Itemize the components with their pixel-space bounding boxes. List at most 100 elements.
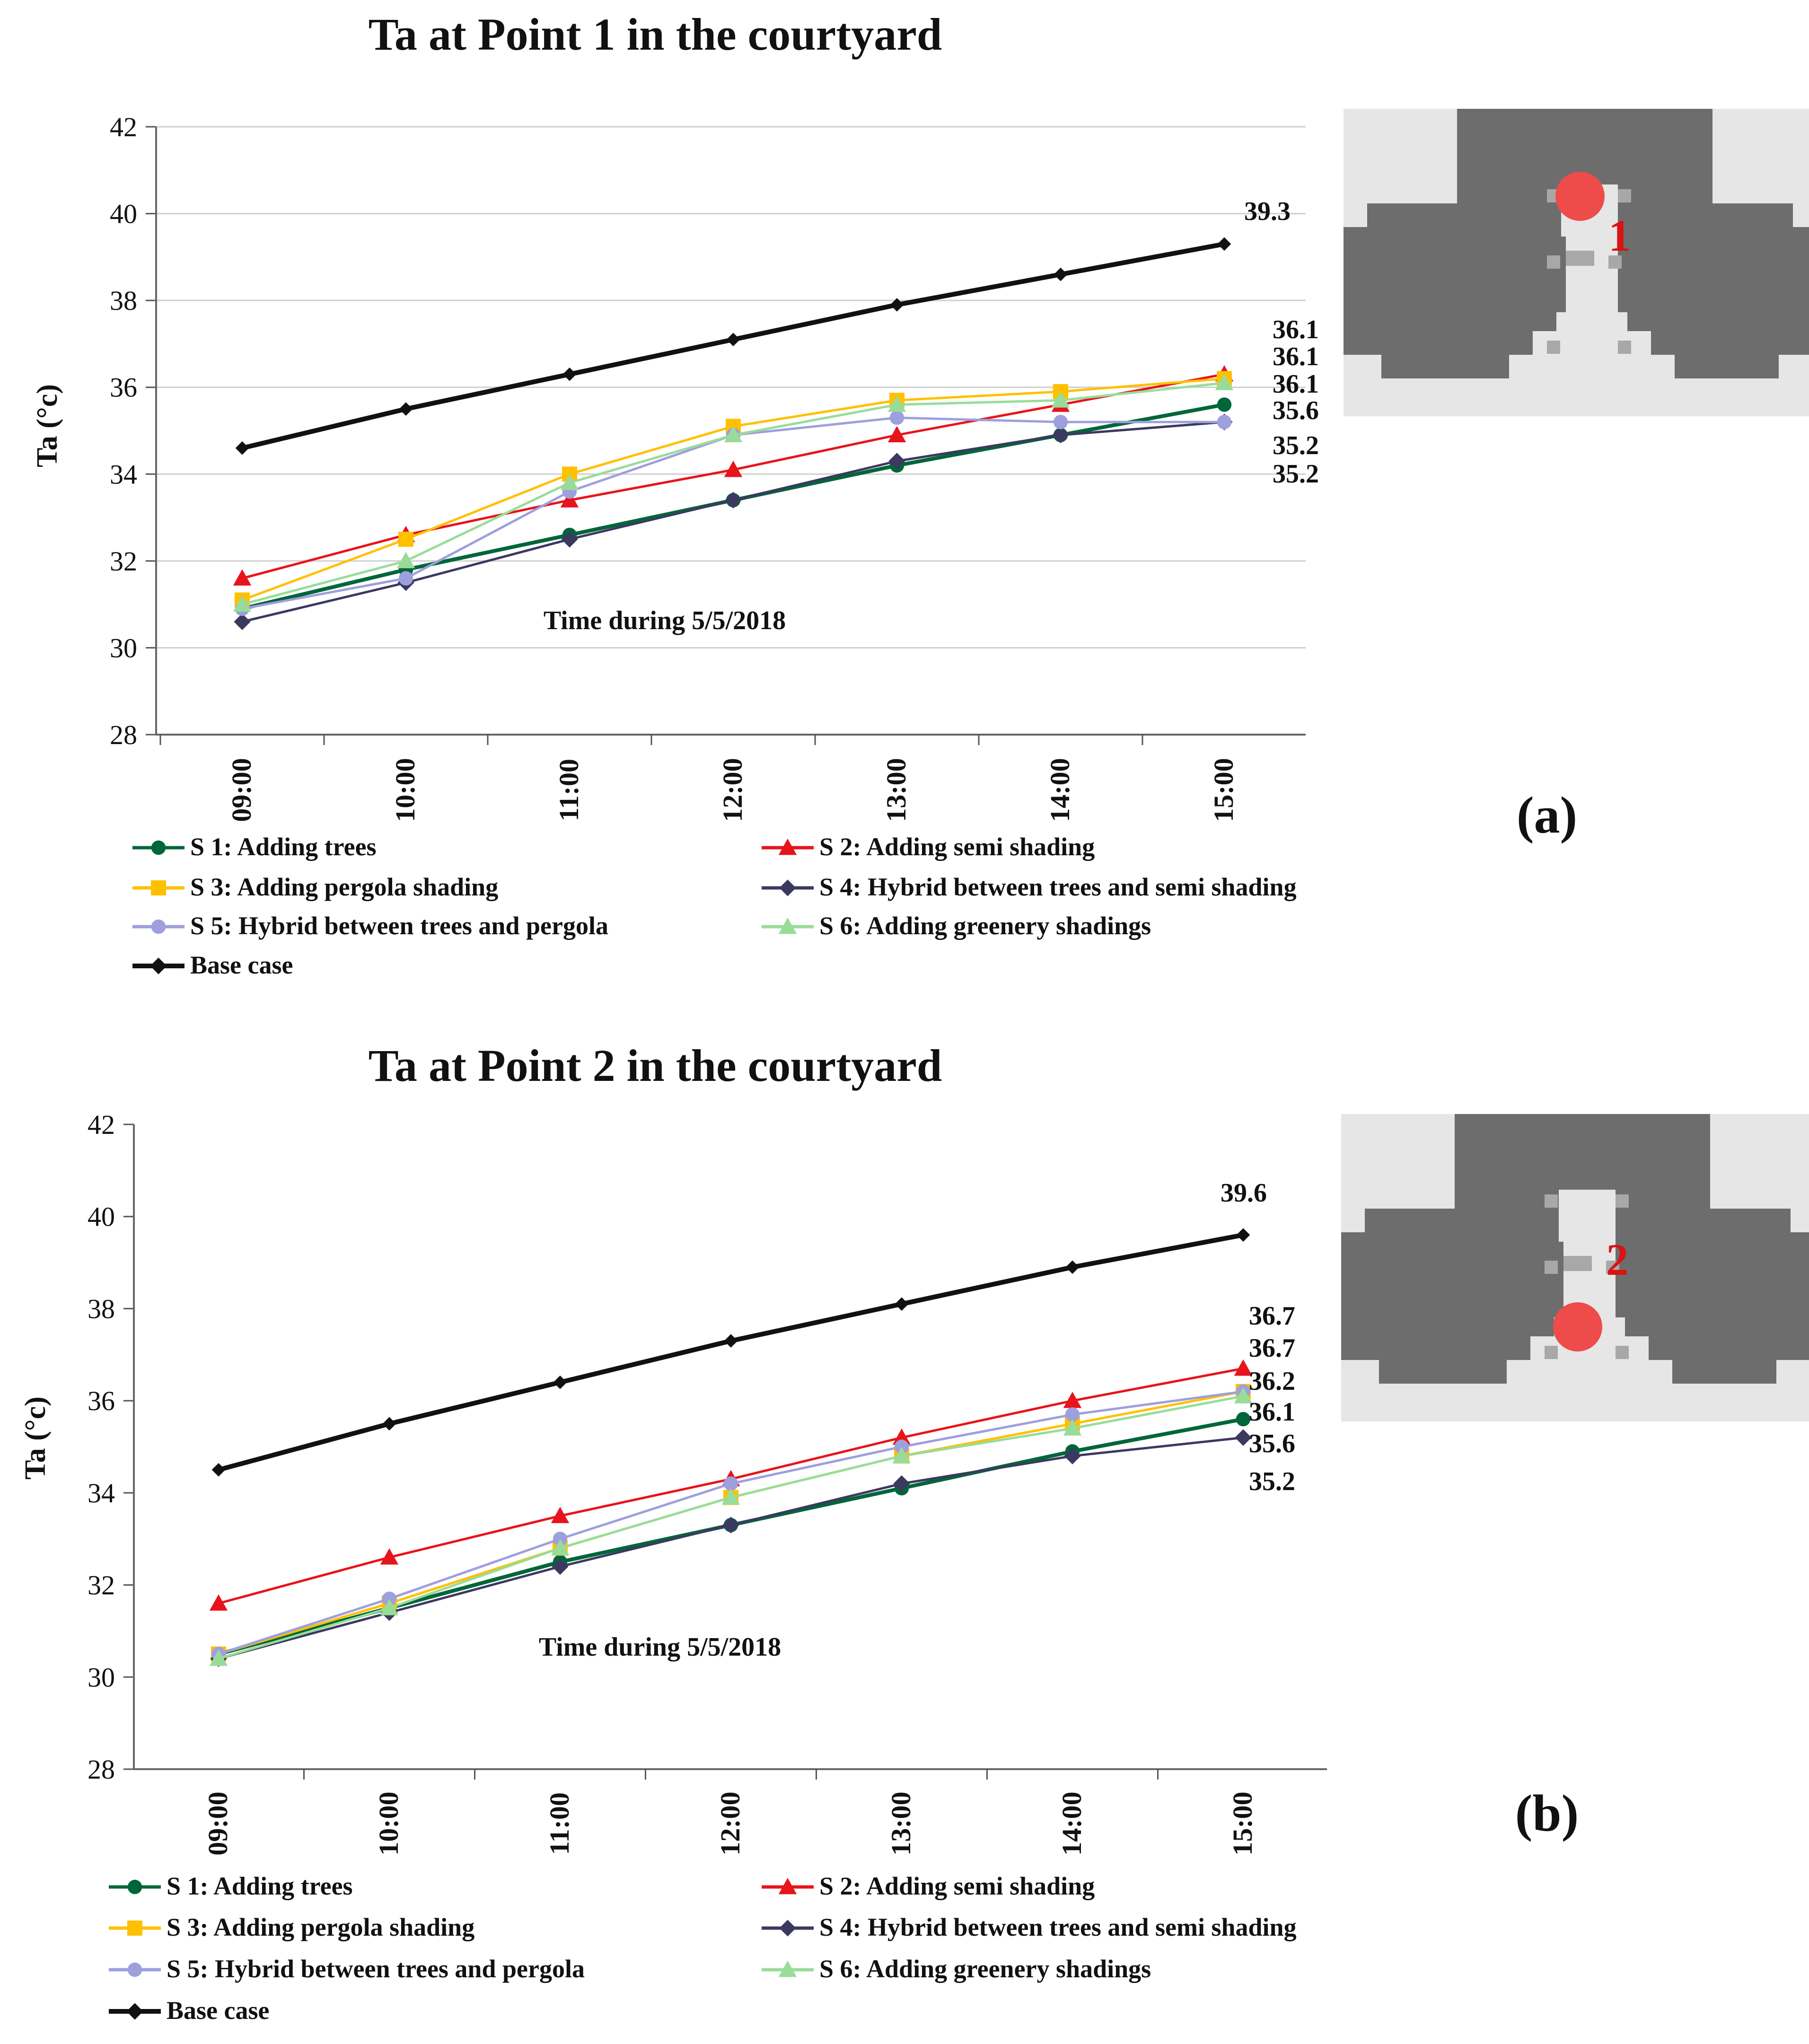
data-point-s3 <box>398 531 413 547</box>
legend-label: S 3: Adding pergola shading <box>190 873 498 901</box>
y-tick-label: 38 <box>88 1293 115 1324</box>
x-tick-label: 09:00 <box>202 1791 233 1855</box>
series-s6 <box>233 374 1234 612</box>
plan-column <box>1563 1256 1592 1271</box>
y-axis-label: Ta (°c) <box>19 1396 52 1480</box>
data-point-s4 <box>1235 1429 1252 1446</box>
data-point-s6 <box>396 552 415 569</box>
data-point-s5 <box>398 571 413 586</box>
end-value-label: 35.6 <box>1249 1429 1295 1458</box>
y-tick-label: 36 <box>110 372 137 403</box>
y-tick-label: 34 <box>110 459 137 490</box>
legend-label: S 6: Adding greenery shadings <box>819 912 1151 940</box>
x-tick-label: 12:00 <box>717 758 748 822</box>
data-point-s2 <box>233 569 252 586</box>
end-value-label: 36.7 <box>1249 1333 1295 1363</box>
legend-item-s6: S 6: Adding greenery shadings <box>762 1955 1151 1983</box>
legend-swatch-marker <box>151 919 166 934</box>
data-point-s4 <box>561 531 578 548</box>
plan-column <box>1545 1194 1558 1208</box>
legend-swatch-marker <box>778 838 797 855</box>
end-value-label: 39.3 <box>1244 197 1291 226</box>
site-plan: 2 <box>1341 1114 1809 1421</box>
legend-item-s4: S 4: Hybrid between trees and semi shadi… <box>762 1913 1297 1941</box>
y-tick-label: 30 <box>110 632 137 663</box>
y-tick-label: 40 <box>88 1202 115 1232</box>
data-point-s6 <box>209 1649 228 1666</box>
legend-swatch-marker <box>127 1879 142 1895</box>
data-point-s6 <box>887 395 906 412</box>
data-point-s2 <box>551 1507 570 1523</box>
data-point-s4 <box>888 453 905 470</box>
legend-label: Base case <box>190 951 293 979</box>
data-point-base <box>895 1297 909 1311</box>
legend-item-s6: S 6: Adding greenery shadings <box>762 912 1151 940</box>
time-annotation: Time during 5/5/2018 <box>544 606 786 635</box>
data-point-base <box>1217 237 1231 251</box>
data-point-s4 <box>893 1475 910 1492</box>
point-marker <box>1553 1302 1602 1351</box>
data-point-s4 <box>725 491 742 509</box>
plan-column <box>1616 1194 1629 1208</box>
plan-column <box>1547 341 1560 354</box>
panel-label: (b) <box>1515 1784 1579 1842</box>
legend-item-s5: S 5: Hybrid between trees and pergola <box>109 1955 585 1983</box>
data-point-s4 <box>1052 427 1069 444</box>
data-point-base <box>235 441 249 455</box>
x-tick-label: 12:00 <box>715 1791 746 1855</box>
data-point-s6 <box>1215 374 1234 390</box>
data-point-s6 <box>380 1599 399 1615</box>
x-tick-label: 09:00 <box>226 758 257 822</box>
legend-label: S 1: Adding trees <box>167 1872 353 1900</box>
data-point-s2 <box>380 1548 399 1565</box>
chart-title: Ta at Point 1 in the courtyard <box>369 9 942 60</box>
y-axis-label: Ta (°c) <box>31 384 63 467</box>
x-tick-label: 14:00 <box>1056 1791 1087 1855</box>
data-point-s5 <box>1065 1407 1080 1422</box>
data-point-base <box>726 333 740 347</box>
legend-label: S 5: Hybrid between trees and pergola <box>167 1955 585 1983</box>
series-s6 <box>209 1387 1253 1666</box>
end-value-label: 35.2 <box>1273 431 1319 460</box>
y-tick-label: 42 <box>110 112 137 142</box>
legend-swatch-marker <box>778 917 797 934</box>
legend-label: S 2: Adding semi shading <box>819 833 1095 861</box>
series-base <box>235 237 1231 455</box>
legend-item-s3: S 3: Adding pergola shading <box>109 1913 474 1941</box>
x-tick-label: 14:00 <box>1045 758 1075 822</box>
legend-label: S 3: Adding pergola shading <box>167 1913 474 1941</box>
series-s3 <box>235 371 1232 608</box>
data-point-base <box>211 1463 226 1477</box>
x-tick-label: 13:00 <box>881 758 912 822</box>
legend-item-base: Base case <box>109 1996 269 2025</box>
legend-swatch-marker <box>779 879 796 896</box>
legend-swatch-marker <box>778 1960 797 1977</box>
legend-label: S 1: Adding trees <box>190 833 377 861</box>
legend-label: S 6: Adding greenery shadings <box>819 1955 1151 1983</box>
legend: S 1: Adding trees S 2: Adding semi shadin… <box>109 1872 1297 2025</box>
legend-item-s2: S 2: Adding semi shading <box>762 1872 1095 1900</box>
data-point-s5 <box>382 1591 397 1606</box>
legend-item-s4: S 4: Hybrid between trees and semi shadi… <box>762 873 1297 901</box>
legend-item-s3: S 3: Adding pergola shading <box>132 873 498 901</box>
y-tick-label: 32 <box>88 1570 115 1601</box>
data-point-s6 <box>721 1488 740 1505</box>
data-point-base <box>724 1334 738 1348</box>
end-value-label: 35.6 <box>1273 396 1319 425</box>
data-point-s6 <box>560 474 579 491</box>
data-point-base <box>562 367 577 381</box>
legend-item-s1: S 1: Adding trees <box>109 1872 353 1900</box>
data-point-s2 <box>724 460 743 477</box>
panel-label: (a) <box>1517 786 1577 844</box>
point-label: 2 <box>1606 1235 1629 1285</box>
data-point-s6 <box>551 1539 570 1556</box>
data-point-s6 <box>892 1447 911 1464</box>
data-point-s4 <box>1064 1447 1081 1465</box>
chart-panel-2: Ta at Point 2 in the courtyard 28 30 32 34 36… <box>19 1040 1809 2025</box>
site-plan: 1 <box>1344 109 1809 416</box>
plan-buildings <box>1344 109 1809 378</box>
x-tick-label: 13:00 <box>886 1791 916 1855</box>
chart-title: Ta at Point 2 in the courtyard <box>369 1040 942 1091</box>
data-point-s4 <box>234 613 251 630</box>
